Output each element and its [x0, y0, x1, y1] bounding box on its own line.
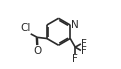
Text: O: O	[33, 46, 42, 56]
Text: Cl: Cl	[20, 23, 30, 33]
Text: F: F	[81, 39, 87, 49]
Text: F: F	[81, 46, 87, 56]
Text: F: F	[72, 55, 78, 65]
Text: N: N	[71, 20, 79, 30]
